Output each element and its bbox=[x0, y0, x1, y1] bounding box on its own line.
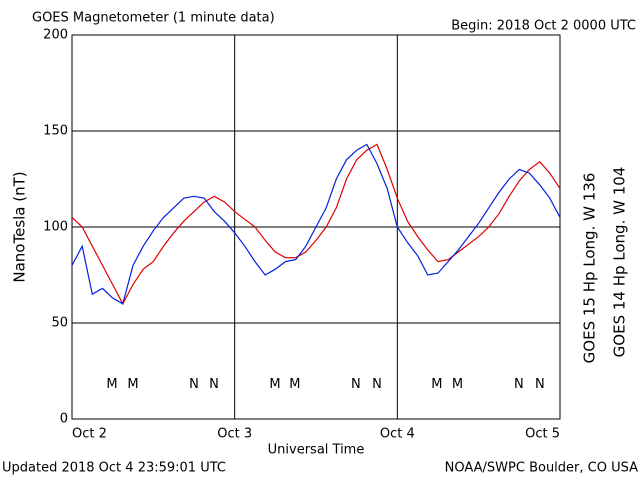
legend-entry: GOES 15 Hp Long. W 136 bbox=[581, 173, 599, 364]
subtitle: Begin: 2018 Oct 2 0000 UTC bbox=[451, 19, 636, 34]
annotation: M bbox=[431, 377, 442, 392]
chart-title: GOES Magnetometer (1 minute data) bbox=[32, 11, 275, 26]
y-tick-label: 50 bbox=[51, 316, 68, 331]
annotation: M bbox=[127, 377, 138, 392]
data-line bbox=[71, 143, 561, 305]
y-tick-label: 0 bbox=[60, 412, 68, 427]
y-tick-label: 100 bbox=[43, 220, 68, 235]
annotation: M bbox=[269, 377, 280, 392]
x-tick-label: Oct 5 bbox=[525, 427, 560, 442]
footer-right: NOAA/SWPC Boulder, CO USA bbox=[445, 461, 638, 476]
x-tick-label: Oct 3 bbox=[217, 427, 252, 442]
y-tick-label: 200 bbox=[43, 28, 68, 43]
annotation: N bbox=[535, 377, 545, 392]
footer-left: Updated 2018 Oct 4 23:59:01 UTC bbox=[2, 461, 226, 476]
y-tick-label: 150 bbox=[43, 124, 68, 139]
x-tick-label: Oct 2 bbox=[72, 427, 107, 442]
annotation: M bbox=[289, 377, 300, 392]
x-tick-label: Oct 4 bbox=[380, 427, 415, 442]
annotation: M bbox=[106, 377, 117, 392]
annotation: N bbox=[514, 377, 524, 392]
legend-entry: GOES 14 Hp Long. W 104 bbox=[611, 167, 629, 358]
annotation: N bbox=[372, 377, 382, 392]
annotation: N bbox=[209, 377, 219, 392]
annotation: N bbox=[351, 377, 361, 392]
annotation: N bbox=[189, 377, 199, 392]
x-axis-label: Universal Time bbox=[268, 443, 365, 458]
data-line bbox=[71, 143, 561, 306]
annotation: M bbox=[452, 377, 463, 392]
y-axis-label: NanoTesla (nT) bbox=[11, 171, 29, 282]
